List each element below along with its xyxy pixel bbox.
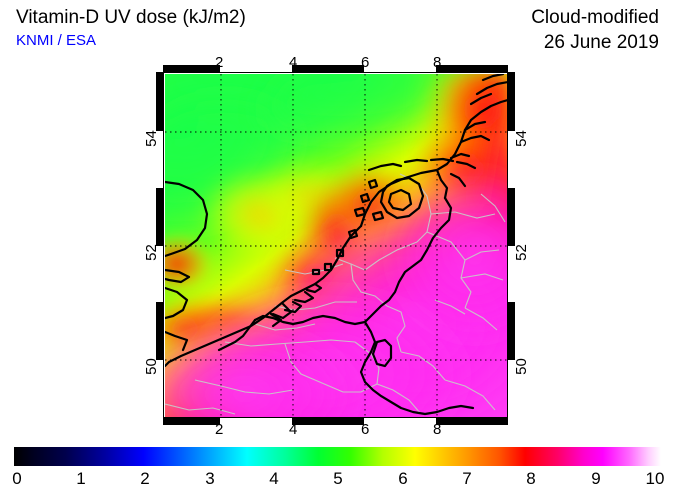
colorbar-tick-7: 7 <box>462 469 472 488</box>
colorbar-tick-1: 1 <box>76 469 86 488</box>
colorbar-tick-9: 9 <box>591 469 601 488</box>
x-tick-top-8: 8 <box>433 54 442 71</box>
colorbar-tick-4: 4 <box>269 469 279 488</box>
axis-tick-bar-right-3 <box>508 302 515 360</box>
header-right: Cloud-modified 26 June 2019 <box>531 6 659 54</box>
colorbar-tick-5: 5 <box>333 469 343 488</box>
x-tick-bottom-6: 6 <box>361 421 370 438</box>
y-tick-left-54: 54 <box>142 130 160 147</box>
source-credit: KNMI / ESA <box>16 32 97 49</box>
x-tick-top-6: 6 <box>361 54 370 71</box>
colorbar-tick-8: 8 <box>526 469 536 488</box>
colorbar-tick-labels: 0 1 2 3 4 5 6 7 8 9 10 <box>0 469 675 491</box>
axis-tick-bar-left-1 <box>156 72 163 131</box>
product-type-label: Cloud-modified <box>531 7 659 28</box>
y-tick-right-50: 50 <box>512 358 530 375</box>
uv-dose-heatmap <box>165 74 507 417</box>
page-title: Vitamin-D UV dose (kJ/m2) <box>16 7 246 28</box>
axis-tick-bar-bottom-1 <box>163 418 220 425</box>
date-label: 26 June 2019 <box>543 32 659 53</box>
colorbar-tick-3: 3 <box>205 469 215 488</box>
colorbar-gradient <box>14 447 661 466</box>
colorbar-tick-0: 0 <box>12 469 22 488</box>
y-tick-left-52: 52 <box>142 244 160 261</box>
y-tick-right-52: 52 <box>512 244 530 261</box>
graticule <box>165 74 507 417</box>
axis-tick-bar-right-2 <box>508 188 515 246</box>
x-tick-top-2: 2 <box>215 54 224 71</box>
x-tick-bottom-2: 2 <box>215 421 224 438</box>
x-tick-top-4: 4 <box>289 54 298 71</box>
axis-tick-bar-left-3 <box>156 302 163 360</box>
axis-tick-bar-bottom-2 <box>292 418 364 425</box>
administrative-borders <box>165 173 506 415</box>
axis-tick-bar-top-3 <box>436 65 508 72</box>
colorbar-tick-10: 10 <box>645 469 665 488</box>
axis-tick-bar-top-1 <box>163 65 220 72</box>
y-tick-left-50: 50 <box>142 358 160 375</box>
axis-tick-bar-bottom-3 <box>436 418 508 425</box>
colorbar-tick-2: 2 <box>140 469 150 488</box>
x-tick-bottom-8: 8 <box>433 421 442 438</box>
x-tick-bottom-4: 4 <box>289 421 298 438</box>
y-tick-right-54: 54 <box>512 130 530 147</box>
map-plot <box>156 65 515 425</box>
axis-tick-bar-left-2 <box>156 188 163 246</box>
header-left: Vitamin-D UV dose (kJ/m2) KNMI / ESA <box>16 6 436 51</box>
colorbar <box>14 447 661 466</box>
plot-frame <box>163 72 508 418</box>
colorbar-tick-6: 6 <box>398 469 408 488</box>
axis-tick-bar-right-1 <box>508 72 515 131</box>
axis-tick-bar-top-2 <box>292 65 364 72</box>
